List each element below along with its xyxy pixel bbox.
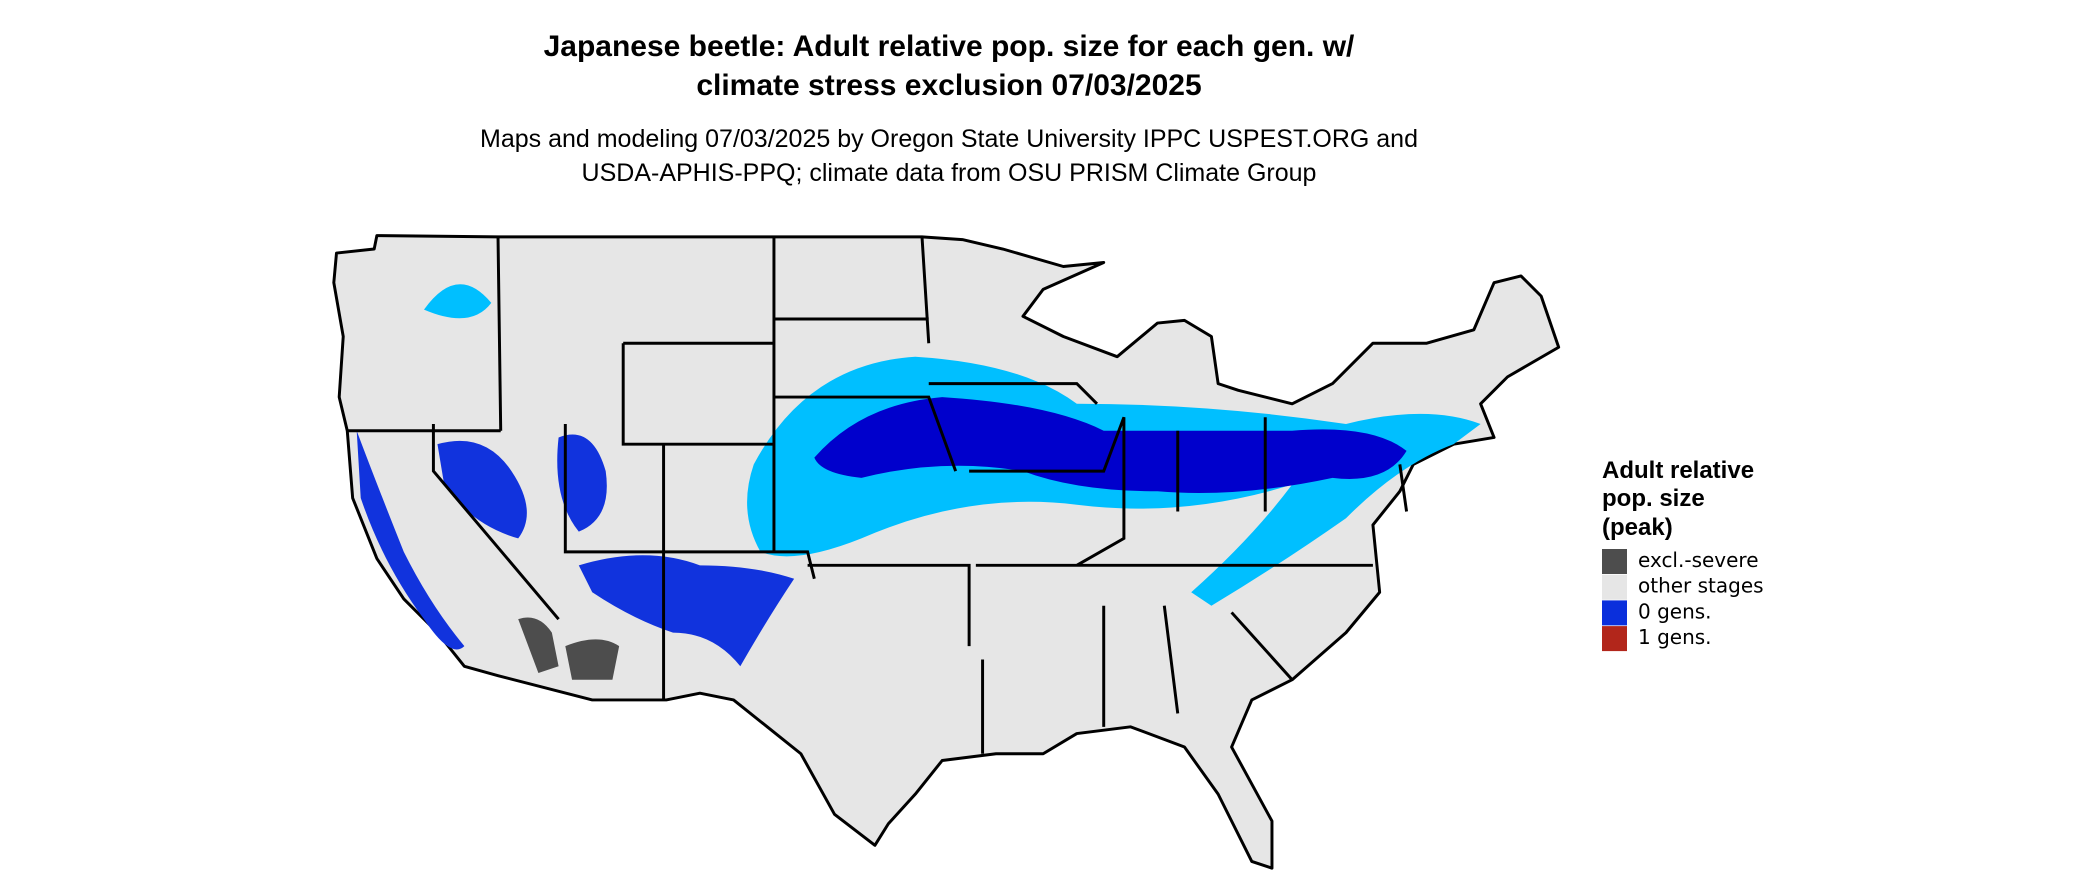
dark-blue-area (356, 430, 607, 650)
subtitle: Maps and modeling 07/03/2025 by Oregon S… (480, 125, 1418, 153)
us-outline (332, 234, 1561, 870)
state-border (347, 236, 1409, 754)
legend-swatch (1602, 626, 1627, 652)
us-map (332, 234, 1561, 870)
subtitle: USDA-APHIS-PPQ; climate data from OSU PR… (582, 159, 1317, 187)
legend-swatch (1602, 600, 1627, 626)
dark-blue-area (814, 397, 1407, 493)
legend-label: 0 gens. (1638, 599, 1712, 623)
legend-label: 1 gens. (1638, 625, 1712, 649)
excluded-area (518, 617, 620, 680)
legend-label: other stages (1638, 574, 1764, 598)
legend-swatch (1602, 574, 1627, 600)
dark-blue-area (578, 555, 795, 667)
header: Japanese beetle: Adult relative pop. siz… (480, 30, 1418, 187)
legend-title: pop. size (1602, 485, 1705, 512)
title: climate stress exclusion 07/03/2025 (696, 69, 1201, 102)
light-blue-area (423, 284, 492, 319)
state-borders (347, 236, 1409, 754)
title: Japanese beetle: Adult relative pop. siz… (544, 30, 1355, 63)
legend-title: (peak) (1602, 514, 1673, 541)
suitability-areas (356, 284, 1481, 680)
legend-swatch (1602, 549, 1627, 574)
legend-label: excl.-severe (1638, 548, 1759, 572)
legend: Adult relative pop. size (peak) excl.-se… (1602, 457, 1764, 652)
legend-title: Adult relative (1602, 457, 1754, 484)
